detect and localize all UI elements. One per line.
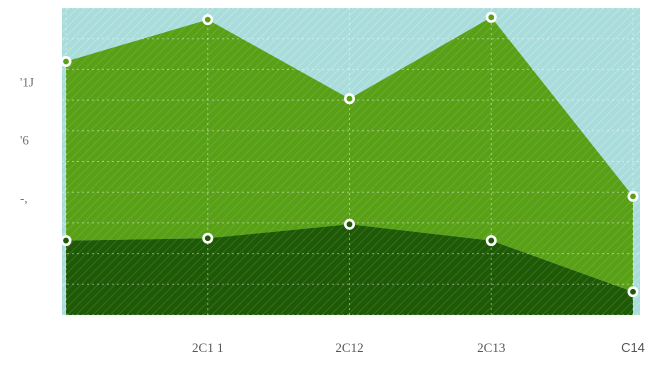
data-point-series-1 [60,235,72,247]
x-axis-ticks: 2C1 1 2C12 2C13 C14 [192,340,645,355]
area-series-1-texture [66,224,633,315]
y-tick-label: '6 [20,133,29,148]
x-tick-label: 2C13 [477,340,505,355]
area-layers [66,17,633,315]
y-axis-ticks: '1J '6 -, [20,74,34,205]
y-tick-label: -, [20,191,28,206]
area-series-2-texture [66,17,633,292]
data-point-series-1 [485,235,497,247]
data-point-series-2 [60,55,72,67]
data-markers [60,11,639,298]
data-point-series-2 [485,11,497,23]
data-point-series-2 [627,190,639,202]
data-point-series-2 [202,14,214,26]
x-tick-label: 2C12 [335,340,363,355]
data-point-series-1 [202,232,214,244]
x-tick-label: 2C1 1 [192,340,223,355]
data-point-series-1 [343,218,355,230]
y-tick-label: '1J [20,74,34,89]
data-point-series-1 [627,286,639,298]
gridlines [62,7,640,316]
x-tick-label: C14 [621,340,645,355]
data-point-series-2 [343,93,355,105]
